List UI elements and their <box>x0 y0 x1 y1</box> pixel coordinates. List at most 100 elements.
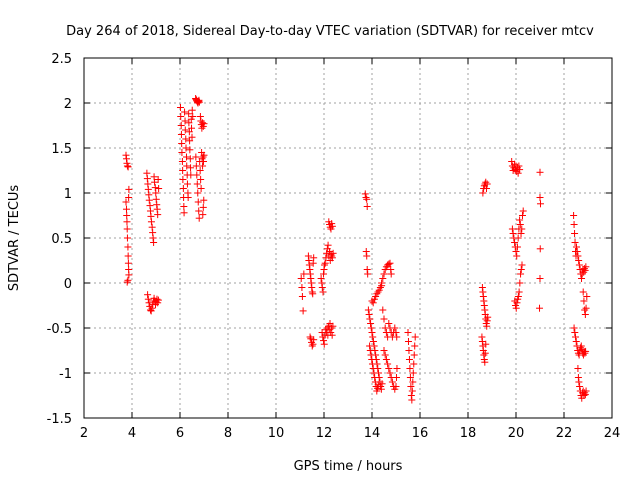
data-point <box>512 304 520 312</box>
data-point <box>200 151 208 159</box>
data-point <box>198 124 206 132</box>
data-point <box>125 185 133 193</box>
data-point <box>363 195 371 203</box>
data-point <box>581 391 589 399</box>
data-point <box>380 315 388 323</box>
x-tick-label: 24 <box>604 426 621 441</box>
data-point <box>155 185 163 192</box>
data-point <box>571 329 579 336</box>
data-point <box>384 360 392 368</box>
data-point <box>197 176 205 183</box>
data-point <box>185 128 193 136</box>
data-point <box>299 307 307 315</box>
data-point <box>571 239 579 246</box>
data-point <box>194 198 202 206</box>
data-point <box>583 293 591 300</box>
data-point <box>572 338 580 345</box>
data-point <box>483 180 491 188</box>
data-point <box>124 163 132 171</box>
data-point <box>536 168 544 176</box>
data-point <box>197 185 205 192</box>
data-point <box>369 338 377 345</box>
x-tick-label: 22 <box>556 426 573 441</box>
data-point <box>411 333 419 341</box>
data-point <box>514 293 522 300</box>
data-point <box>178 158 186 165</box>
x-tick-label: 2 <box>80 426 88 441</box>
x-tick-label: 20 <box>508 426 525 441</box>
data-point <box>319 288 327 296</box>
data-point <box>184 194 192 201</box>
data-point <box>310 336 318 344</box>
data-point <box>410 351 418 359</box>
data-point <box>393 365 401 372</box>
data-point <box>388 378 396 386</box>
data-point <box>368 360 376 368</box>
data-point <box>572 243 580 251</box>
y-tick-label: 1.5 <box>51 142 72 157</box>
data-point <box>482 185 490 192</box>
data-point <box>144 295 152 303</box>
data-point <box>297 275 305 282</box>
data-point <box>328 254 336 262</box>
data-point <box>370 369 378 377</box>
data-point <box>570 324 578 332</box>
data-point <box>124 252 132 260</box>
data-point <box>122 198 130 206</box>
data-point <box>536 245 544 253</box>
data-point <box>318 284 326 291</box>
data-point <box>393 333 401 341</box>
data-point <box>513 252 521 260</box>
data-point <box>385 320 393 327</box>
data-point <box>581 349 589 357</box>
data-point <box>385 260 393 268</box>
data-point <box>183 162 191 170</box>
data-point <box>516 166 524 174</box>
data-point <box>125 271 133 279</box>
data-point <box>179 176 187 183</box>
data-point <box>382 356 390 363</box>
data-point <box>482 340 490 348</box>
y-tick-label: 0 <box>64 277 72 292</box>
data-point <box>536 200 544 208</box>
data-point <box>195 207 203 215</box>
data-point <box>187 171 195 179</box>
data-point <box>124 243 132 251</box>
data-point <box>317 275 325 282</box>
data-point <box>580 297 588 305</box>
data-point <box>367 351 375 359</box>
data-point <box>511 160 519 168</box>
data-point <box>328 222 336 230</box>
data-point <box>306 333 314 341</box>
data-point <box>508 225 516 233</box>
data-point <box>122 205 130 213</box>
data-point <box>378 380 386 388</box>
data-point <box>410 360 418 368</box>
data-point <box>307 335 315 343</box>
data-point <box>150 239 158 246</box>
data-point <box>180 209 188 217</box>
data-point <box>580 265 588 273</box>
data-point <box>192 162 200 170</box>
data-point <box>392 383 400 390</box>
data-point <box>581 266 589 274</box>
data-point <box>199 119 207 127</box>
data-point <box>573 248 581 255</box>
data-point <box>188 124 196 132</box>
data-point <box>581 389 589 397</box>
data-point <box>407 383 415 390</box>
data-point <box>364 306 372 314</box>
data-point <box>572 333 580 341</box>
data-point <box>298 293 306 300</box>
tick-layer: 2 4 6 8 10 12 14 16 18 20 22 24-1.5-1-0.500.511.522… <box>47 52 621 441</box>
data-point <box>391 324 399 332</box>
data-point <box>404 338 412 345</box>
data-point <box>409 369 417 377</box>
data-point <box>411 342 419 350</box>
data-point <box>189 113 197 120</box>
data-point <box>374 381 382 389</box>
data-point <box>380 270 388 278</box>
data-point <box>380 347 388 354</box>
data-point <box>484 313 492 321</box>
